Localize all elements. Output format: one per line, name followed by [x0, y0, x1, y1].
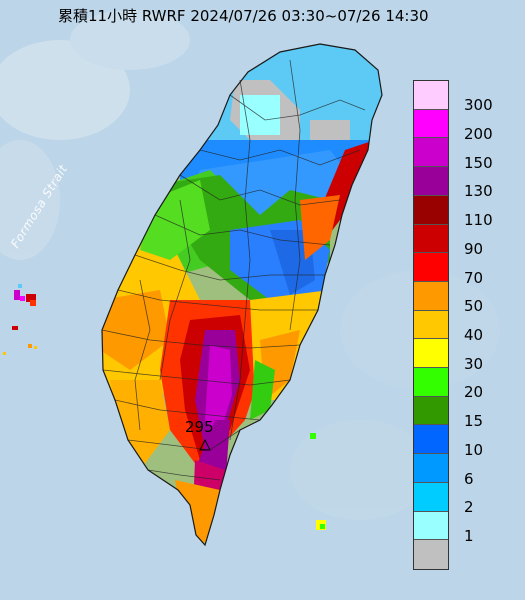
- legend-label: 150: [464, 153, 493, 172]
- max-rainfall-marker: [199, 438, 211, 451]
- boundary-lines: [101, 59, 366, 481]
- legend-label: 2: [464, 498, 474, 517]
- legend-swatch: [414, 396, 448, 426]
- legend-swatch: [414, 281, 448, 311]
- legend-label: 200: [464, 125, 493, 144]
- legend-label: 130: [464, 182, 493, 201]
- legend-swatch: [414, 540, 448, 569]
- legend-label: 40: [464, 326, 484, 344]
- legend-label: 10: [464, 440, 484, 459]
- legend-label: 110: [464, 211, 493, 230]
- legend-swatch: [414, 195, 448, 225]
- legend-swatch: [414, 109, 448, 139]
- legend-swatch: [414, 310, 448, 340]
- penghu-islands: [3, 284, 37, 355]
- legend-swatch: [414, 425, 448, 455]
- legend-swatch: [414, 81, 448, 110]
- legend-label: 6: [464, 469, 474, 488]
- legend-swatch: [414, 368, 448, 397]
- legend-label: 90: [464, 239, 484, 258]
- coastline: [101, 43, 383, 547]
- legend-label: 50: [464, 297, 484, 316]
- legend-swatch: [414, 138, 448, 168]
- color-legend: [413, 80, 449, 570]
- legend-swatch: [414, 253, 448, 282]
- legend-label: 1: [464, 526, 474, 545]
- legend-labels: 300 200 150 130 110 90 70 50 40 30 20 15 10 6 2 1: [464, 80, 514, 568]
- max-rainfall-label: 295: [185, 418, 214, 436]
- legend-swatch: [414, 224, 448, 254]
- legend-swatch: [414, 511, 448, 541]
- legend-swatch: [414, 482, 448, 512]
- legend-swatch: [414, 167, 448, 196]
- legend-label: 30: [464, 354, 484, 373]
- legend-label: 20: [464, 383, 484, 402]
- legend-label: 70: [464, 268, 484, 287]
- offshore-islands: [310, 433, 326, 530]
- legend-label: 15: [464, 412, 484, 431]
- cloud-texture: [0, 10, 500, 520]
- map-title: 累積11小時 RWRF 2024/07/26 03:30~07/26 14:30: [58, 7, 429, 25]
- legend-swatch: [414, 454, 448, 483]
- legend-swatch: [414, 339, 448, 369]
- legend-label: 300: [464, 96, 493, 115]
